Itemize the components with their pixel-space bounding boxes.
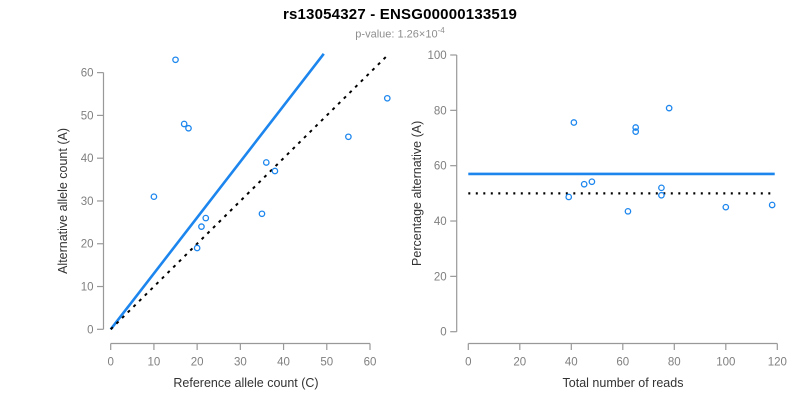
y-tick-label: 100 (428, 50, 447, 62)
data-point (624, 207, 632, 215)
x-tick-label: 20 (513, 357, 526, 369)
y-tick-label: 20 (81, 239, 94, 251)
data-point (588, 178, 596, 186)
x-tick-label: 40 (277, 357, 290, 369)
x-axis-title: Reference allele count (C) (173, 376, 318, 390)
y-tick-label: 40 (434, 216, 447, 228)
data-point (565, 193, 573, 201)
y-tick-label: 60 (81, 68, 94, 80)
data-point (193, 244, 201, 252)
x-tick-label: 100 (716, 357, 735, 369)
y-tick-label: 20 (434, 271, 447, 283)
y-tick-label: 80 (434, 105, 447, 117)
y-axis-title: Percentage alternative (A) (410, 121, 424, 266)
x-tick-label: 0 (107, 357, 113, 369)
data-point (172, 56, 179, 64)
data-point (658, 184, 665, 192)
y-tick-label: 50 (81, 110, 94, 122)
x-tick-label: 80 (668, 357, 681, 369)
data-point (768, 201, 776, 209)
data-point (345, 133, 352, 141)
figure-header: rs13054327 - ENSG00000133519 p-value: 1.… (0, 6, 800, 41)
x-tick-label: 60 (616, 357, 629, 369)
data-point (632, 128, 640, 135)
identity-line (109, 55, 388, 331)
data-point (383, 94, 391, 102)
x-tick-label: 30 (234, 357, 247, 369)
y-tick-label: 0 (440, 327, 446, 339)
fitted-allelic-ratio-line (109, 53, 325, 331)
x-tick-label: 120 (768, 357, 787, 369)
data-point (722, 203, 730, 211)
page-title: rs13054327 - ENSG00000133519 (282, 6, 518, 23)
x-tick-label: 60 (364, 357, 377, 369)
data-point (271, 167, 279, 175)
y-tick-label: 40 (81, 153, 94, 165)
x-tick-label: 40 (565, 357, 578, 369)
data-point (658, 191, 665, 199)
x-tick-label: 10 (148, 357, 161, 369)
y-tick-label: 10 (81, 282, 94, 294)
data-point (570, 119, 578, 126)
data-point (665, 104, 673, 112)
data-point (150, 193, 158, 201)
pvalue-text: p-value: 1.26×10 (355, 28, 438, 41)
pvalue-exponent: -4 (437, 26, 445, 35)
data-point (632, 124, 640, 131)
data-point (180, 120, 188, 128)
x-tick-label: 0 (465, 357, 471, 369)
data-point (258, 210, 266, 218)
data-point (202, 214, 210, 222)
y-tick-label: 30 (81, 196, 94, 208)
x-axis-title: Total number of reads (563, 376, 684, 390)
y-tick-label: 60 (434, 161, 447, 173)
x-tick-label: 50 (320, 357, 333, 369)
data-point (198, 223, 205, 230)
data-point (262, 159, 270, 166)
pvalue-subtitle: p-value: 1.26×10-4 (0, 26, 800, 41)
x-tick-label: 20 (191, 357, 204, 369)
y-axis-title: Alternative allele count (A) (56, 128, 70, 274)
data-point (185, 124, 192, 132)
y-tick-label: 0 (87, 324, 93, 336)
data-point (580, 180, 588, 188)
